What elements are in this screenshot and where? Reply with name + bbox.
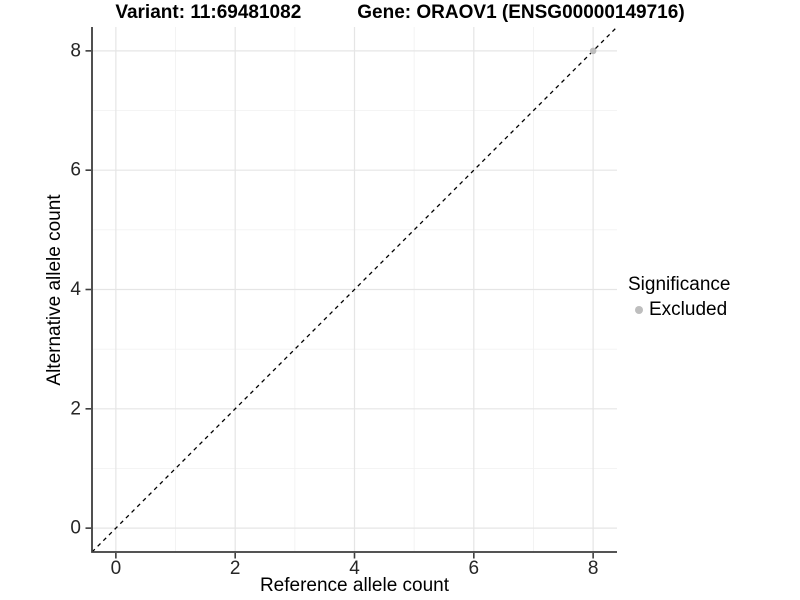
x-axis-label: Reference allele count: [259, 575, 450, 596]
legend-item-excluded: Excluded: [628, 299, 730, 321]
y-tick-label: 4: [70, 279, 81, 300]
x-tick-label: 6: [469, 558, 480, 579]
y-tick-label: 6: [70, 160, 81, 181]
y-tick-label: 0: [70, 518, 81, 539]
x-tick-label: 0: [111, 558, 122, 579]
gene-title: Gene: ORAOV1 (ENSG00000149716): [357, 2, 685, 23]
y-axis-label: Alternative allele count: [44, 194, 65, 386]
x-tick-label: 2: [230, 558, 241, 579]
data-point-excluded: [589, 47, 597, 55]
plot-title-row: Variant: 11:69481082 Gene: ORAOV1 (ENSG0…: [0, 2, 800, 24]
excluded-point-icon: [635, 306, 643, 314]
variant-title: Variant: 11:69481082: [115, 2, 302, 23]
legend-title: Significance: [628, 274, 731, 295]
axis-lines: [91, 27, 617, 553]
legend-item-label: Excluded: [649, 299, 728, 320]
y-tick-label: 8: [70, 40, 81, 61]
x-tick-label: 8: [588, 558, 599, 579]
legend: Significance Excluded: [628, 274, 730, 321]
x-tick-label: 4: [349, 558, 360, 579]
y-tick-label: 2: [70, 398, 81, 419]
identity-line: [91, 26, 618, 553]
